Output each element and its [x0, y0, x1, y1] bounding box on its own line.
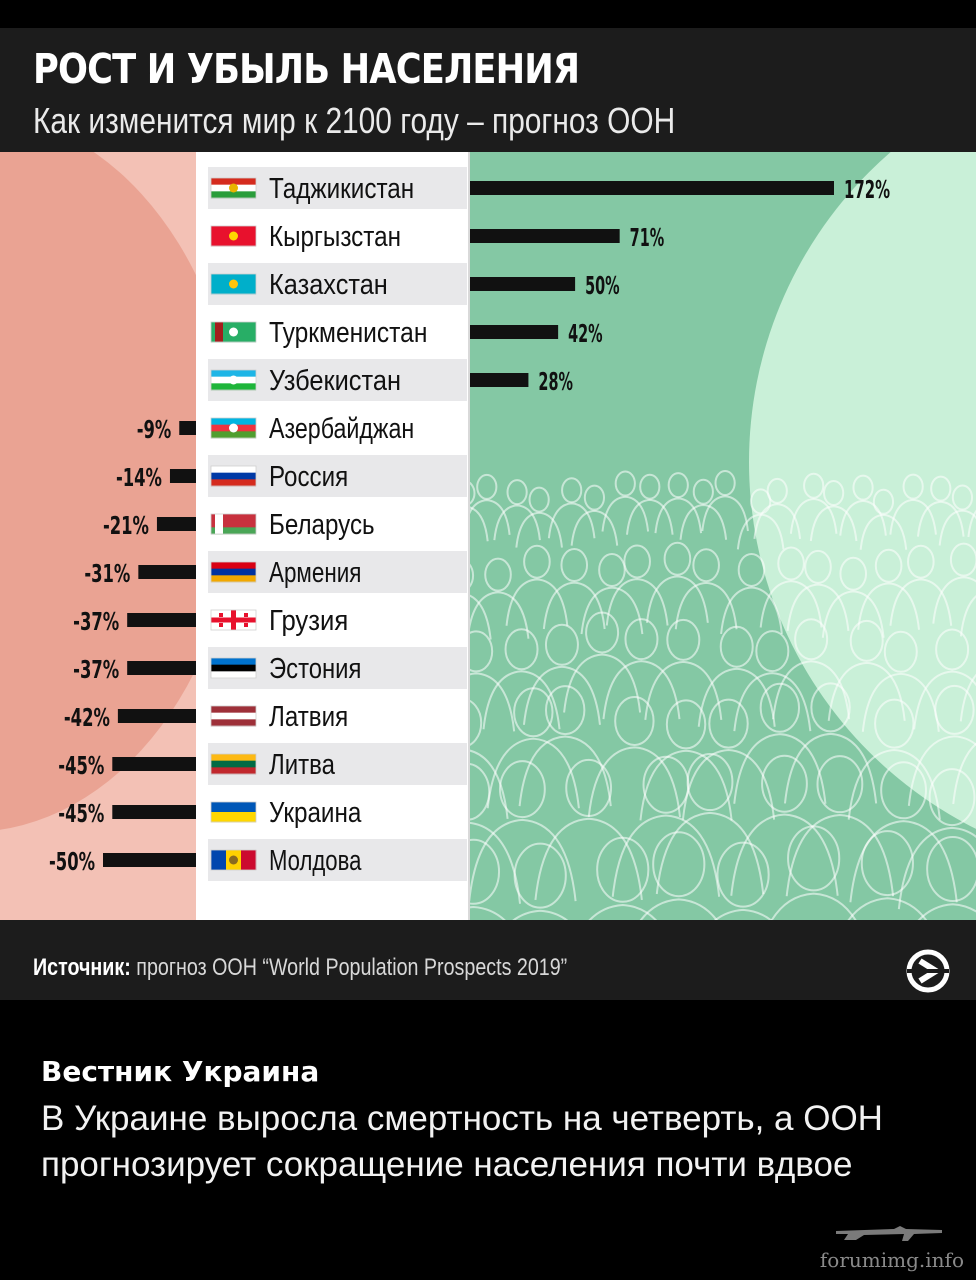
bar-value-label: 172%	[844, 175, 890, 204]
bar-value-label: 50%	[585, 271, 620, 300]
country-name: Беларусь	[269, 509, 375, 541]
country-row: Таджикистан 172%	[208, 167, 890, 209]
country-row: Беларусь -21%	[103, 503, 467, 545]
flag-icon	[210, 225, 257, 247]
bar	[112, 805, 196, 819]
source-text: прогноз ООН “World Population Prospects …	[130, 954, 568, 981]
flag-icon	[210, 609, 257, 631]
country-row: Грузия -37%	[73, 599, 467, 641]
country-name: Россия	[269, 461, 348, 493]
country-row: Казахстан 50%	[208, 263, 620, 305]
source-note: Источник: прогноз ООН “World Population …	[33, 954, 567, 982]
bar-chart: Таджикистан 172% Кыргызстан 71% Казахстан 50%…	[49, 152, 890, 920]
country-row: Литва -45%	[58, 743, 467, 785]
flag-icon	[210, 321, 257, 343]
bar	[469, 229, 620, 243]
chevron-circle-logo-icon	[906, 949, 950, 993]
chart-title: РОСТ И УБЫЛЬ НАСЕЛЕНИЯ	[33, 45, 580, 93]
flag-icon	[210, 417, 257, 439]
rifle-icon	[836, 1226, 942, 1241]
bar	[127, 613, 196, 627]
watermark-text: forumimg.info	[819, 1248, 964, 1272]
bar	[156, 517, 196, 531]
chart-subtitle: Как изменится мир к 2100 году – прогноз …	[33, 100, 676, 141]
country-name: Казахстан	[269, 269, 388, 301]
flag-icon	[210, 465, 257, 487]
country-name: Грузия	[269, 605, 348, 637]
bar-value-label: -21%	[103, 511, 149, 540]
country-row: Туркменистан 42%	[208, 311, 603, 353]
bar-value-label: -50%	[49, 847, 95, 876]
country-row: Армения -31%	[84, 551, 467, 593]
bar-value-label: -37%	[73, 655, 119, 684]
bar-value-label: -45%	[58, 751, 104, 780]
country-row: Азербайджан -9%	[137, 407, 467, 449]
infographic: РОСТ И УБЫЛЬ НАСЕЛЕНИЯ Как изменится мир…	[0, 28, 976, 1000]
country-name: Молдова	[269, 845, 362, 877]
country-name: Таджикистан	[269, 173, 414, 205]
flag-icon	[210, 177, 257, 199]
country-name: Узбекистан	[269, 365, 401, 397]
bar	[127, 661, 196, 675]
bar	[138, 565, 196, 579]
watermark: forumimg.info	[814, 1222, 964, 1272]
bar-value-label: -31%	[84, 559, 130, 588]
bar-value-label: -45%	[58, 799, 104, 828]
bar	[469, 373, 529, 387]
bar	[469, 325, 559, 339]
news-source-name[interactable]: Вестник Украина	[41, 1055, 320, 1088]
bar-value-label: -14%	[116, 463, 162, 492]
chart-area: Таджикистан 172% Кыргызстан 71% Казахстан 50%…	[0, 152, 976, 920]
country-name: Эстония	[269, 653, 361, 685]
crowd-silhouette-icon	[469, 470, 976, 920]
bar	[117, 709, 196, 723]
country-row: Эстония -37%	[73, 647, 467, 689]
bar	[179, 421, 196, 435]
bar-value-label: -9%	[137, 415, 172, 444]
country-row: Латвия -42%	[64, 695, 467, 737]
bar	[103, 853, 196, 867]
infographic-footer: Источник: прогноз ООН “World Population …	[0, 920, 976, 1000]
text-fade-overlay	[0, 1190, 976, 1280]
bar-value-label: 42%	[568, 319, 603, 348]
bar	[112, 757, 196, 771]
country-name: Армения	[269, 557, 361, 589]
country-row: Россия -14%	[116, 455, 467, 497]
flag-icon	[210, 561, 257, 583]
flag-icon	[210, 273, 257, 295]
country-row: Кыргызстан 71%	[208, 215, 664, 257]
flag-icon	[210, 657, 257, 679]
bar	[169, 469, 196, 483]
bar	[469, 277, 576, 291]
country-name: Украина	[269, 797, 362, 829]
country-name: Туркменистан	[269, 317, 427, 349]
country-row: Украина -45%	[58, 791, 467, 833]
news-post[interactable]: Вестник Украина В Украине выросла смертн…	[41, 1055, 941, 1188]
source-label: Источник:	[33, 954, 131, 981]
flag-icon	[210, 801, 257, 823]
country-row: Узбекистан 28%	[208, 359, 573, 401]
bar-value-label: -37%	[73, 607, 119, 636]
country-name: Латвия	[269, 701, 348, 733]
flag-icon	[210, 513, 257, 535]
flag-icon	[210, 705, 257, 727]
bar-value-label: 71%	[630, 223, 665, 252]
bar	[469, 181, 834, 195]
country-name: Кыргызстан	[269, 221, 401, 253]
country-name: Азербайджан	[269, 413, 414, 445]
country-name: Литва	[269, 749, 336, 781]
news-headline[interactable]: В Украине выросла смертность на четверть…	[41, 1099, 883, 1184]
flag-icon	[210, 369, 257, 391]
bar-value-label: -42%	[64, 703, 110, 732]
country-row: Молдова -50%	[49, 839, 467, 881]
flag-icon	[210, 753, 257, 775]
bar-value-label: 28%	[538, 367, 573, 396]
infographic-header: РОСТ И УБЫЛЬ НАСЕЛЕНИЯ Как изменится мир…	[0, 28, 976, 152]
flag-icon	[210, 849, 257, 871]
